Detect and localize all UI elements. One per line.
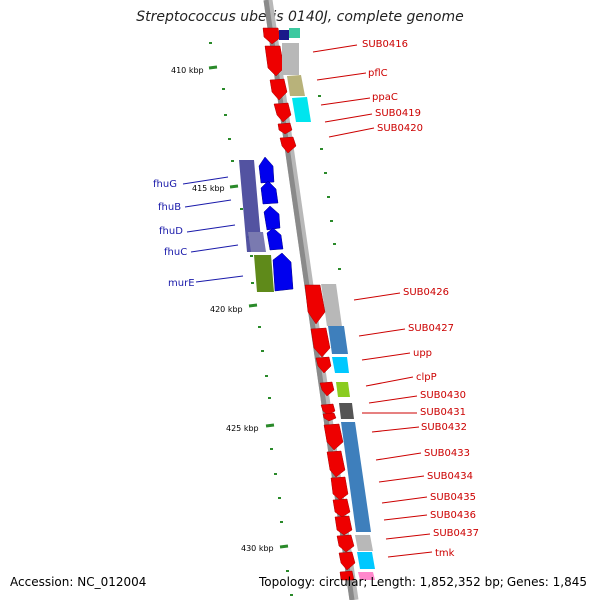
domain-blocks-fhu (239, 160, 274, 292)
gene-label-SUB0426: SUB0426 (403, 287, 449, 298)
topology-label: Topology: circular; (258, 575, 368, 589)
gene-label-pflC: pflC (368, 68, 388, 79)
gene-label-SUB0430: SUB0430 (420, 390, 466, 401)
reverse-cds-bottom (304, 284, 356, 581)
gene-label-clpP: clpP (416, 372, 437, 383)
forward-cds-fhu (258, 156, 294, 292)
scale-tick-labels: 410 kbp 415 kbp 420 kbp 425 kbp 430 kbp (171, 66, 274, 553)
gene-label-tmk: tmk (435, 548, 455, 559)
length-label: Length: 1,852,352 bp; (370, 575, 504, 589)
gene-label-SUB0427: SUB0427 (408, 323, 454, 334)
gene-label-murE: murE (168, 278, 195, 289)
tick-label-420: 420 kbp (210, 305, 243, 314)
gene-label-fhuC: fhuC (164, 247, 187, 258)
tick-label-415: 415 kbp (192, 184, 225, 193)
genes-label: Genes: 1,845 (506, 575, 587, 589)
tick-label-430: 430 kbp (241, 544, 274, 553)
scale-ticks (208, 65, 289, 549)
gene-label-SUB0416: SUB0416 (362, 39, 408, 50)
genome-stats: Topology: circular; Length: 1,852,352 bp;… (259, 575, 590, 589)
tick-label-425: 425 kbp (226, 424, 259, 433)
map-title: Streptococcus uberis 0140J, complete gen… (136, 9, 464, 25)
reverse-cds-top (262, 27, 297, 154)
gene-label-fhuG: fhuG (153, 179, 177, 190)
gene-label-SUB0432: SUB0432 (421, 422, 467, 433)
left-labels: fhuG fhuB fhuD fhuC murE (153, 179, 195, 289)
accession-label: Accession: NC_012004 (10, 575, 147, 589)
annotation-blocks-top (279, 28, 311, 122)
gene-label-ppaC: ppaC (372, 92, 398, 103)
gene-label-fhuD: fhuD (159, 226, 183, 237)
tick-label-410: 410 kbp (171, 66, 204, 75)
gene-label-SUB0420: SUB0420 (377, 123, 423, 134)
gene-label-upp: upp (413, 348, 432, 359)
gene-label-SUB0434: SUB0434 (427, 471, 473, 482)
gene-label-SUB0436: SUB0436 (430, 510, 476, 521)
left-leaders (182, 176, 244, 283)
gene-label-SUB0437: SUB0437 (433, 528, 479, 539)
annotation-blocks-bottom (321, 284, 375, 580)
gene-label-SUB0431: SUB0431 (420, 407, 466, 418)
right-labels: SUB0416 pflC ppaC SUB0419 SUB0420 SUB042… (362, 39, 479, 559)
gene-label-fhuB: fhuB (158, 202, 181, 213)
gene-label-SUB0419: SUB0419 (375, 108, 421, 119)
ruler-dots (209, 42, 341, 596)
gene-label-SUB0435: SUB0435 (430, 492, 476, 503)
gene-label-SUB0433: SUB0433 (424, 448, 470, 459)
right-leaders (312, 44, 433, 558)
